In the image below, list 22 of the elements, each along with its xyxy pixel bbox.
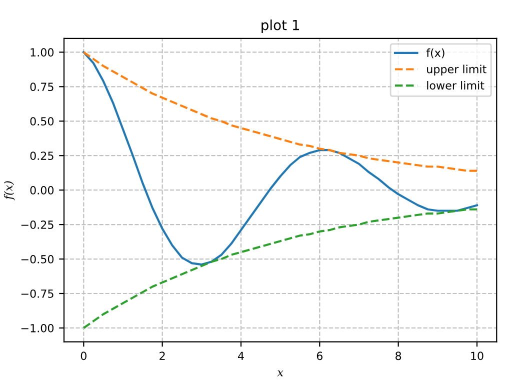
line-series	[82, 208, 478, 330]
x-tick-label: 6	[316, 352, 322, 360]
x-tick-label: 10	[471, 352, 484, 360]
y-tick-label: 0.25	[30, 152, 54, 160]
y-tick-label: −0.50	[21, 255, 54, 264]
x-tick-label: 8	[396, 352, 402, 360]
x-tick-label: 2	[160, 352, 165, 360]
legend-label: upper limit	[427, 64, 486, 76]
x-tick-label: 4	[238, 352, 244, 360]
y-tick-label: −0.25	[21, 220, 54, 229]
x-axis-title: x	[277, 370, 284, 376]
y-tick-label: 0.50	[30, 117, 54, 126]
chart-title: plot 1	[262, 20, 299, 33]
y-tick-label: −1.00	[21, 324, 54, 332]
y-tick-label: 0.00	[30, 186, 54, 194]
x-tick-label: 0	[80, 352, 86, 360]
y-tick-label: 1.00	[30, 48, 54, 57]
y-axis-title: f(x)	[4, 181, 15, 200]
y-tick-label: 0.75	[30, 82, 54, 92]
y-tick-label: −0.75	[21, 289, 54, 298]
legend-label: lower limit	[427, 81, 484, 90]
legend-label: f(x)	[426, 48, 444, 58]
